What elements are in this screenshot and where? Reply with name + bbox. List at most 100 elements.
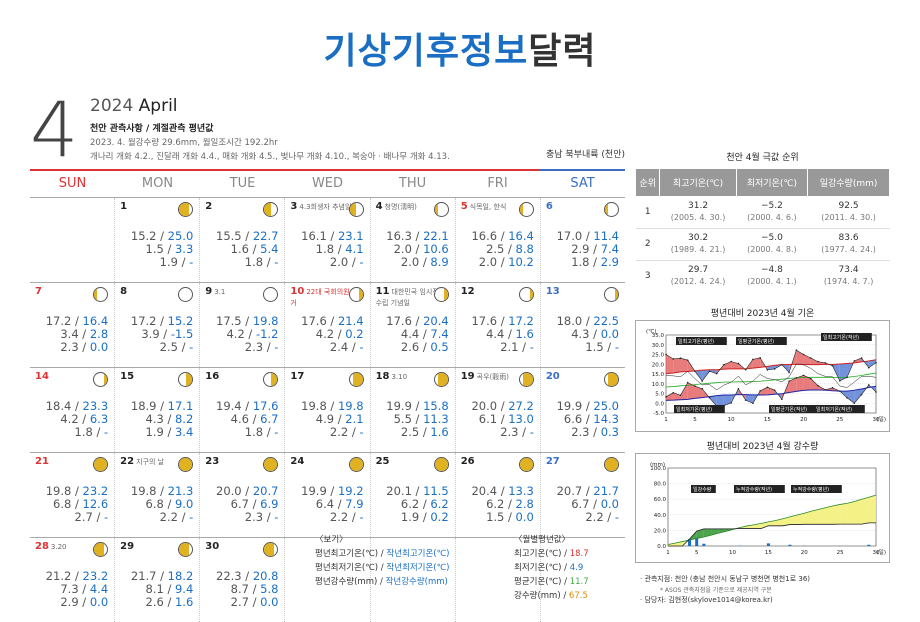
rank-row: 3 29.7(2012. 4. 24.) −4.8(2000. 4. 1.) 7… — [636, 261, 890, 293]
data-point — [875, 362, 877, 364]
rank-header: 최저기온(℃) — [736, 169, 808, 197]
weekday-mon: MON — [115, 171, 200, 197]
rank-row: 2 30.2(1989. 4. 21.) −5.0(2000. 4. 8.) 8… — [636, 229, 890, 261]
day-number: 18 — [376, 371, 390, 382]
x-tick-label: 5 — [695, 550, 699, 556]
rain-row: 2.3 / 0.0 — [30, 341, 108, 354]
data-point — [687, 359, 689, 361]
data-point — [723, 364, 725, 366]
day-note: 4.3희생자 추념일 — [299, 203, 351, 211]
moon-phase-icon — [93, 287, 108, 302]
data-point — [767, 369, 769, 371]
data-point — [716, 373, 718, 375]
y-tick-label: 0.0 — [655, 401, 664, 407]
rain-row: 2.0 / - — [285, 256, 363, 269]
moon-phase-icon — [349, 457, 364, 472]
x-tick-label: 15 — [765, 550, 772, 556]
data-point — [774, 368, 776, 370]
day-number: 10 — [290, 286, 304, 297]
data-point — [709, 370, 711, 372]
rain-diff-fill — [847, 502, 854, 525]
y-tick-label: 60.0 — [654, 497, 667, 503]
day-number: 7 — [35, 286, 42, 297]
moon-phase-icon — [93, 542, 108, 557]
day-number: 1 — [120, 201, 127, 212]
day-number: 2 — [205, 201, 212, 212]
rain-diff-fill — [826, 506, 833, 524]
page-title: 기상기후정보달력 — [0, 22, 920, 74]
data-point — [868, 367, 870, 369]
weekday-header: SUN MON TUE WED THU FRI SAT — [30, 169, 625, 197]
day-number: 19 — [461, 371, 475, 382]
rain-row: 2.9 / 0.0 — [30, 596, 108, 609]
weekday-thu: THU — [370, 171, 455, 197]
weekday-fri: FRI — [455, 171, 540, 197]
rank-cell: 30.2(1989. 4. 21.) — [660, 229, 736, 261]
moon-phase-icon — [263, 542, 278, 557]
monthly-row: 평균기온(℃) / 11.7 — [514, 575, 589, 589]
data-point — [839, 390, 841, 392]
rain-row: 2.6 / 0.5 — [371, 341, 449, 354]
day-number: 26 — [461, 456, 475, 467]
rain-row: 2.2 / - — [115, 511, 193, 524]
label-min-lastyear: 일최저기온(작년) — [816, 406, 852, 413]
day-number: 13 — [546, 286, 560, 297]
label-avg-normal: 일평균기온(평년) — [738, 338, 774, 345]
bar — [767, 543, 770, 546]
moon-phase-icon — [178, 542, 193, 557]
data-point — [810, 357, 812, 359]
data-point — [803, 375, 805, 377]
x-tick-label: 10 — [729, 550, 736, 556]
x-tick-label: 1 — [666, 550, 670, 556]
rank-cell: 3 — [636, 261, 660, 293]
x-tick-label: 20 — [800, 417, 807, 423]
data-point — [781, 398, 783, 400]
day-note: 식목일, 한식 — [470, 203, 507, 211]
data-point — [875, 391, 877, 393]
temp-chart-title: 평년대비 2023년 4월 기온 — [635, 306, 890, 319]
rain-row: 1.5 / 0.0 — [456, 511, 534, 524]
data-point — [672, 358, 674, 360]
day-number: 6 — [546, 201, 553, 212]
monthly-row: 강수량(mm) / 67.5 — [514, 589, 589, 603]
moon-phase-icon — [519, 287, 534, 302]
y-tick-label: 40.0 — [654, 513, 667, 519]
rank-header: 순위 — [636, 169, 660, 197]
moon-phase-icon — [604, 372, 619, 387]
data-point — [803, 354, 805, 356]
data-point — [738, 363, 740, 365]
moon-phase-icon — [434, 372, 449, 387]
rain-row: 2.2 / - — [285, 426, 363, 439]
legend-title: 〈보기〉 — [315, 533, 449, 547]
rain-row: 2.6 / 1.6 — [115, 596, 193, 609]
rain-diff-fill — [840, 503, 847, 524]
rank-cell: −4.8(2000. 4. 1.) — [736, 261, 808, 293]
moon-phase-icon — [519, 372, 534, 387]
data-point — [832, 365, 834, 367]
data-point — [759, 357, 761, 359]
rank-header-row: 순위 최고기온(℃) 최저기온(℃) 일강수량(mm) — [636, 169, 890, 197]
day-number: 8 — [120, 286, 127, 297]
data-point — [774, 389, 776, 391]
y-tick-label: -5.0 — [653, 411, 664, 417]
